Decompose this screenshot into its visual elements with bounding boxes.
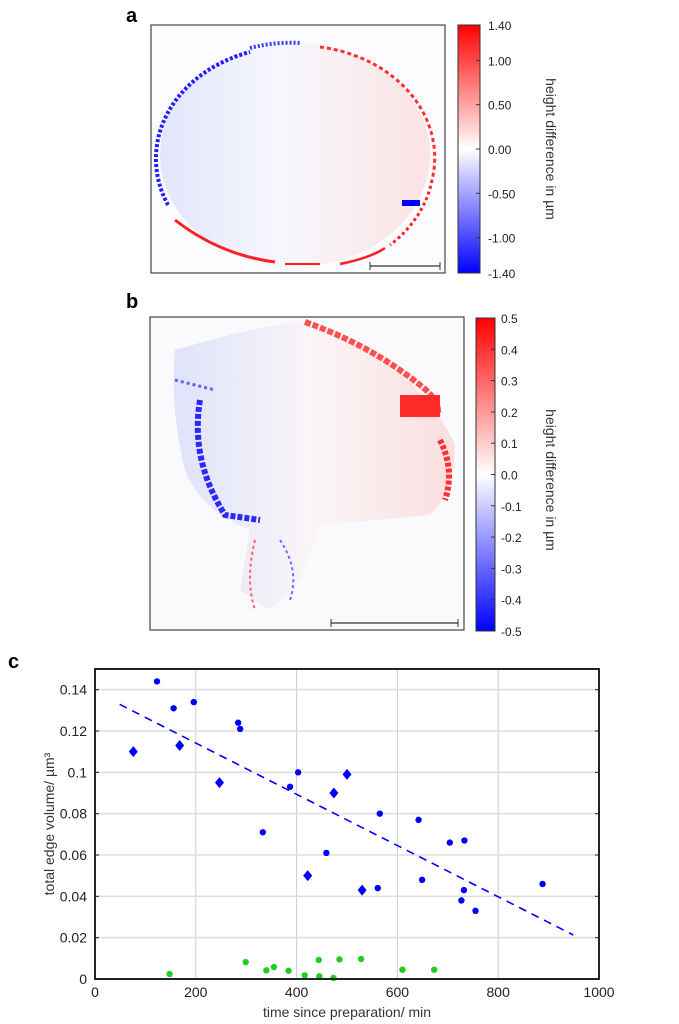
- data-point-green: [270, 963, 278, 971]
- colorbar-tick-label: 0.1: [501, 437, 518, 451]
- data-point-blue: [259, 829, 267, 836]
- colorbar-a: 1.40 1.00 0.50 0.00 -0.50 -1.00 -1.40 height d…: [457, 19, 559, 281]
- colorbar-tick-label: 0.5: [501, 312, 518, 326]
- y-tick-label: 0.02: [60, 930, 87, 946]
- data-point-blue: [376, 810, 383, 817]
- data-point-blue: [461, 837, 468, 844]
- data-point-diamond: [175, 739, 185, 751]
- y-tick-label: 0: [79, 971, 87, 987]
- heatmap-b: [149, 316, 465, 631]
- data-point-green: [166, 970, 173, 978]
- data-point-diamond: [329, 787, 339, 799]
- data-point-blue: [458, 897, 465, 904]
- colorbar-tick-label: 1.00: [488, 54, 512, 68]
- data-point-blue: [374, 884, 381, 892]
- data-point-blue: [446, 839, 454, 846]
- x-tick-label: 600: [386, 984, 410, 1000]
- data-point-green: [242, 958, 249, 966]
- data-point-blue: [170, 705, 177, 712]
- x-tick-label: 1000: [583, 984, 614, 1000]
- data-point-blue: [294, 769, 302, 776]
- heatmap-a: [150, 24, 446, 274]
- data-point-green: [315, 956, 322, 964]
- data-point-green: [357, 955, 365, 963]
- panel-label-c: c: [8, 651, 19, 673]
- colorbar-tick-label: -0.50: [488, 187, 516, 201]
- data-point-green: [399, 966, 406, 973]
- y-tick-label: 0.06: [60, 847, 87, 863]
- data-point-green: [285, 967, 292, 974]
- colorbar-tick-label: -0.1: [501, 500, 522, 514]
- colorbar-tick-label: 0.50: [488, 99, 512, 113]
- blue-edge-a: [153, 50, 251, 206]
- data-point-green: [301, 972, 308, 979]
- x-tick-label: 200: [184, 984, 208, 1000]
- data-point-diamond: [214, 777, 224, 789]
- x-axis-label: time since preparation/ min: [263, 1004, 431, 1020]
- red-edge-a: [319, 45, 437, 181]
- data-point-blue: [460, 886, 468, 894]
- colorbar-label-a: height difference in µm: [543, 78, 559, 220]
- colorbar-tick-label: -0.4: [501, 594, 522, 608]
- data-point-blue: [415, 816, 422, 824]
- panel-label-b: b: [126, 291, 138, 313]
- y-axis-label: total edge volume/ µm³: [41, 752, 57, 895]
- data-point-green: [263, 967, 270, 974]
- colorbar-tick-label: -1.40: [488, 267, 516, 281]
- colorbar-tick-label: -1.00: [488, 232, 516, 246]
- colorbar-tick-label: 0.00: [488, 143, 512, 157]
- colorbar-tick-label: 0.3: [501, 375, 518, 389]
- data-point-blue: [190, 698, 197, 706]
- data-point-blue: [472, 907, 479, 914]
- colorbar-label-b: height difference in µm: [543, 409, 559, 551]
- colorbar-tick-label: 0.2: [501, 406, 518, 420]
- data-point-blue: [234, 719, 242, 726]
- colorbar-tick-label: -0.5: [501, 625, 522, 639]
- data-point-green: [316, 973, 323, 980]
- data-point-blue: [418, 876, 426, 883]
- colorbar-b: 0.5 0.4 0.3 0.2 0.1 0.0 -0.1 -0.2 -0.3 -0.4 -0.5 h…: [475, 312, 559, 639]
- panel-label-a: a: [126, 5, 138, 27]
- y-tick-label: 0.1: [68, 764, 88, 780]
- colorbar-tick-label: -0.3: [501, 562, 522, 576]
- data-point-diamond: [128, 746, 138, 758]
- y-tick-label: 0.08: [60, 806, 87, 822]
- colorbar-tick-label: 1.40: [488, 19, 512, 33]
- y-tick-label: 0.14: [60, 682, 87, 698]
- blue-edge-b: [194, 399, 261, 523]
- data-point-green: [336, 956, 343, 963]
- data-point-diamond: [303, 870, 313, 882]
- colorbar-tick-label: -0.2: [501, 531, 522, 545]
- y-tick-label: 0.12: [60, 723, 87, 739]
- x-tick-label: 400: [285, 984, 309, 1000]
- data-point-blue: [323, 849, 330, 857]
- colorbar-tick-label: 0.0: [501, 469, 518, 483]
- trend-line: [119, 703, 574, 936]
- data-point-green: [330, 974, 337, 982]
- data-point-diamond: [342, 768, 352, 780]
- data-point-diamond: [357, 884, 367, 896]
- y-tick-label: 0.04: [60, 888, 87, 904]
- data-point-blue: [286, 783, 294, 790]
- x-tick-label: 800: [487, 984, 511, 1000]
- scatter-plot: 0 200 400 600 800 1000 0 0.02 0.04 0.06 0.08 0.1 0.1…: [41, 668, 615, 1020]
- data-point-blue: [539, 880, 546, 888]
- data-point-blue: [236, 725, 244, 733]
- data-point-green: [430, 966, 438, 973]
- colorbar-tick-label: 0.4: [501, 343, 518, 357]
- x-tick-label: 0: [91, 984, 99, 1000]
- data-point-blue: [153, 678, 161, 685]
